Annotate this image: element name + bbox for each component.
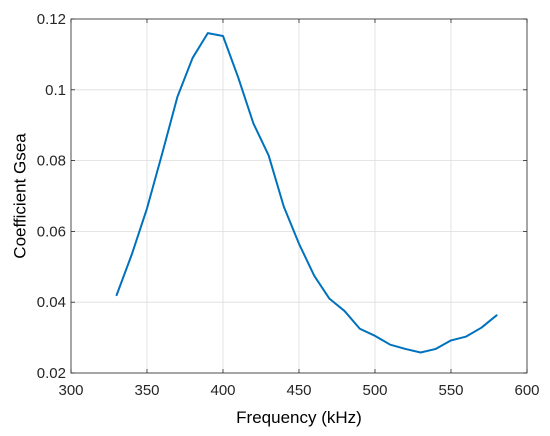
x-tick-label: 600: [514, 382, 539, 399]
grid: [70, 18, 528, 374]
x-tick-label: 500: [362, 382, 387, 399]
y-tick-label: 0.1: [45, 82, 66, 99]
axis-ticks: 300 350 400 450 500 550 600 0.02 0.04 0.06 0.08 0.1…: [37, 11, 540, 399]
x-tick-label: 550: [438, 382, 463, 399]
x-axis-label: Frequency (kHz): [236, 408, 362, 427]
y-tick-label: 0.04: [37, 294, 66, 311]
y-tick-label: 0.02: [37, 365, 66, 382]
y-tick-label: 0.12: [37, 11, 66, 28]
x-tick-label: 450: [286, 382, 311, 399]
series-line: [115, 32, 498, 354]
y-axis-label: Coefficient Gsea: [10, 133, 29, 259]
x-tick-label: 350: [134, 382, 159, 399]
x-tick-label: 300: [58, 382, 83, 399]
y-tick-label: 0.06: [37, 223, 66, 240]
series-layer: [115, 32, 498, 354]
y-tick-label: 0.08: [37, 153, 66, 170]
x-tick-label: 400: [210, 382, 235, 399]
